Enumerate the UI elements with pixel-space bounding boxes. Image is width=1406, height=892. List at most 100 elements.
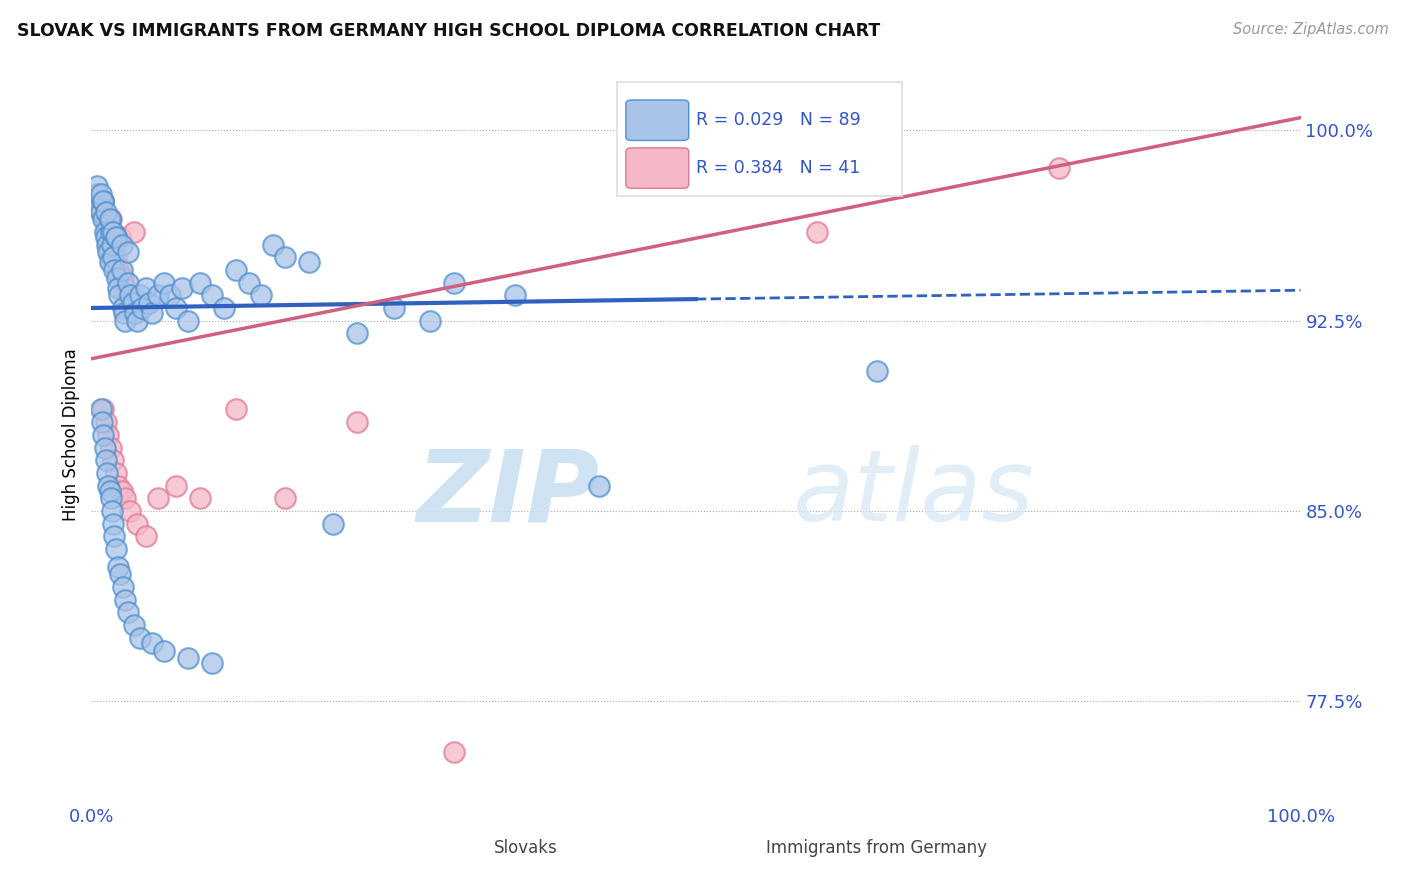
Point [128,288,150,302]
FancyBboxPatch shape [626,100,689,140]
Point [96,237,118,252]
Point [98,212,121,227]
Point [101,250,124,264]
Point [172,280,194,294]
Point [110,230,132,244]
FancyBboxPatch shape [626,148,689,188]
Text: Immigrants from Germany: Immigrants from Germany [766,838,987,856]
Point [128,631,150,645]
Point [90,186,112,201]
Point [101,225,124,239]
Point [111,301,134,315]
Point [121,296,143,310]
Point [111,483,132,498]
Point [94,230,117,244]
Point [93,225,115,239]
Point [866,364,889,378]
Point [94,453,117,467]
Point [89,199,111,213]
Point [127,516,149,531]
Point [117,276,139,290]
FancyBboxPatch shape [704,835,758,860]
Point [93,212,115,227]
Point [131,301,153,315]
Point [98,212,121,227]
Point [138,296,160,310]
Point [104,542,127,557]
Point [165,478,187,492]
Point [86,186,108,201]
Point [86,179,108,194]
Point [214,301,236,315]
Point [146,288,169,302]
Point [93,402,115,417]
FancyBboxPatch shape [433,835,485,860]
Point [101,237,124,252]
Point [225,402,247,417]
Point [806,225,828,239]
Point [1047,161,1070,176]
Point [322,516,344,531]
Point [100,212,122,227]
Point [114,491,136,506]
Point [262,237,284,252]
Point [443,745,465,759]
Point [101,504,124,518]
Point [122,225,145,239]
Point [135,280,157,294]
Point [98,483,121,498]
Point [110,567,132,582]
Point [111,270,134,285]
Point [93,427,115,442]
Point [97,427,120,442]
Point [346,415,368,429]
Point [112,306,135,320]
Point [107,280,129,294]
Point [298,255,321,269]
Point [96,230,118,244]
Point [141,306,163,320]
Point [93,194,115,209]
Point [201,288,224,302]
Point [104,230,127,244]
FancyBboxPatch shape [617,81,901,195]
Point [249,288,271,302]
Point [114,280,136,294]
Text: ZIP: ZIP [416,445,599,542]
Point [91,415,114,429]
Text: Slovaks: Slovaks [494,838,558,856]
Text: SLOVAK VS IMMIGRANTS FROM GERMANY HIGH SCHOOL DIPLOMA CORRELATION CHART: SLOVAK VS IMMIGRANTS FROM GERMANY HIGH S… [17,22,880,40]
Point [127,313,149,327]
Point [201,657,224,671]
Y-axis label: High School Diploma: High School Diploma [62,349,80,521]
Point [238,276,260,290]
Point [274,491,297,506]
Point [94,225,117,239]
Point [177,313,200,327]
Point [419,313,441,327]
Point [90,204,112,219]
Text: R = 0.384   N = 41: R = 0.384 N = 41 [696,159,860,177]
Point [90,402,112,417]
Point [225,263,247,277]
Point [153,276,176,290]
Text: R = 0.029   N = 89: R = 0.029 N = 89 [696,111,860,128]
Point [165,301,187,315]
Point [86,186,108,201]
Point [108,288,131,302]
Point [93,441,115,455]
Point [503,288,526,302]
Point [93,194,115,209]
Point [382,301,405,315]
Point [346,326,368,341]
Point [93,194,115,209]
Point [120,504,142,518]
Point [124,306,146,320]
Point [111,237,132,252]
Point [100,491,122,506]
Point [114,313,136,327]
Point [117,245,139,260]
Point [188,491,211,506]
Point [111,263,132,277]
Point [93,212,115,227]
